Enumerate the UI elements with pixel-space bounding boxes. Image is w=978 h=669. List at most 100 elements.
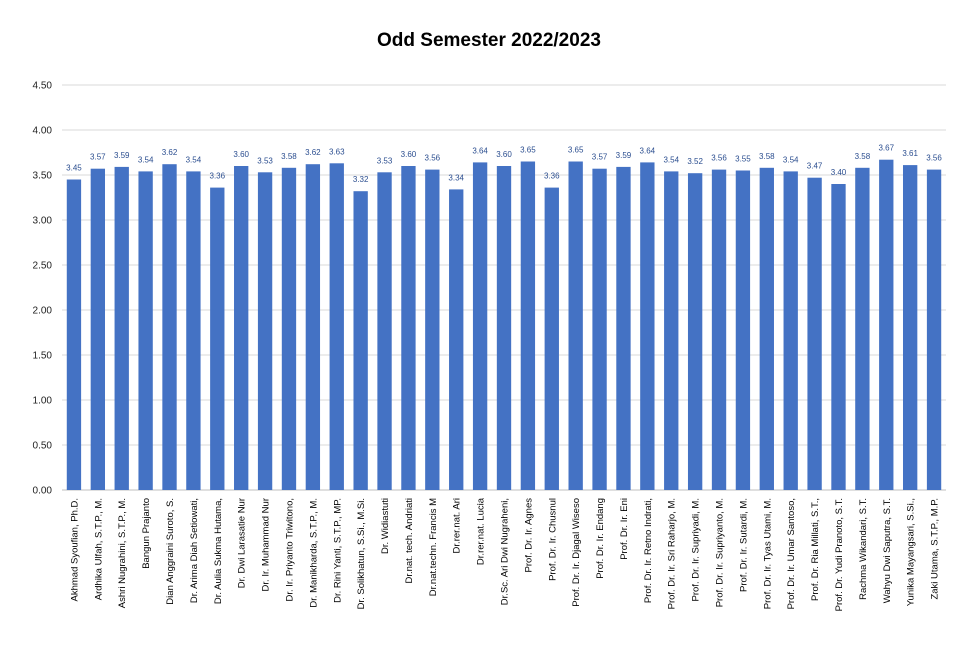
- category-label: Prof. Dr. Ir. Supriyadi, M.: [691, 498, 702, 601]
- data-label: 3.67: [878, 144, 894, 153]
- y-tick-label: 2.50: [33, 261, 53, 272]
- y-tick-label: 1.00: [33, 396, 53, 407]
- bar: [305, 164, 321, 490]
- bar: [353, 191, 368, 490]
- category-label: Prof. Dr. Ria Millati, S.T.,: [810, 498, 821, 601]
- category-label: Prof. Dr. Ir. Djagal Wiseso: [571, 498, 582, 607]
- category-label: Prof. Dr. Yudi Pranoto, S.T.: [834, 498, 845, 611]
- y-tick-label: 0.50: [33, 441, 53, 452]
- bar: [783, 171, 798, 490]
- data-label: 3.60: [496, 150, 512, 159]
- category-label: Dr. Ir. Priyanto Triwitono,: [284, 498, 295, 601]
- y-tick-label: 0.00: [33, 486, 53, 497]
- data-label: 3.65: [520, 146, 536, 155]
- data-label: 3.58: [855, 152, 871, 161]
- y-tick-label: 4.00: [33, 126, 53, 137]
- chart-title: Odd Semester 2022/2023: [377, 30, 601, 51]
- y-tick-label: 2.00: [33, 306, 53, 317]
- bar: [186, 171, 201, 490]
- data-label: 3.58: [281, 152, 297, 161]
- bar: [711, 169, 727, 490]
- category-label: Dr. Aulia Sukma Hutama,: [213, 498, 224, 604]
- bar: [568, 161, 583, 490]
- y-axis-ticks: 0.00 0.50 1.00 1.50 2.00 2.50 3.00 3.50 4.00 4.50: [33, 81, 53, 497]
- category-label: Dr.nat.techn. Francis M: [428, 498, 439, 596]
- bar: [449, 189, 464, 490]
- bar: [114, 166, 129, 490]
- data-label: 3.57: [592, 153, 608, 162]
- bar: [401, 166, 416, 490]
- bar: [329, 163, 344, 491]
- data-label: 3.62: [305, 148, 321, 157]
- bar: [257, 172, 273, 491]
- y-tick-label: 3.50: [33, 171, 53, 182]
- data-label: 3.56: [425, 154, 441, 163]
- bar: [926, 169, 942, 490]
- category-label: Prof. Dr. Ir. Tyas Utami, M.: [762, 498, 773, 609]
- data-label: 3.36: [210, 172, 226, 181]
- data-label: 3.53: [377, 156, 393, 165]
- bar: [425, 169, 440, 490]
- bar: [687, 173, 703, 490]
- x-axis-category-labels: Akhmad Syoufian, Ph.D. Ardhika Ulfah, S.T…: [69, 497, 940, 611]
- category-label: Dr.Sc. Ari Dwi Nugraheni,: [500, 498, 511, 605]
- data-label: 3.54: [138, 155, 154, 164]
- data-label: 3.63: [329, 147, 345, 156]
- y-tick-label: 4.50: [33, 81, 53, 92]
- data-label: 3.45: [66, 164, 82, 173]
- category-label: Prof. Dr. Ir. Agnes: [523, 498, 534, 573]
- bar: [879, 159, 894, 490]
- category-label: Prof. Dr. Ir. Endang: [595, 498, 606, 579]
- y-tick-label: 3.00: [33, 216, 53, 227]
- data-label: 3.36: [544, 172, 560, 181]
- bar: [807, 177, 822, 490]
- category-label: Dr.nat. tech. Andriati: [404, 498, 415, 584]
- category-label: Prof. Dr. Ir. Eni: [619, 498, 630, 560]
- bar: [377, 172, 392, 491]
- bar: [90, 168, 106, 490]
- data-label: 3.61: [902, 149, 918, 158]
- category-label: Dr. Dwi Larasatie Nur: [237, 498, 248, 588]
- bar: [664, 171, 679, 490]
- category-label: Dr. Arima Diah Setiowati,: [189, 498, 200, 603]
- data-label: 3.64: [472, 146, 488, 155]
- category-label: Prof. Dr. Ir. Sutardi, M.: [738, 498, 749, 592]
- category-label: Zaki Utama, S.T.P., M.P.: [930, 498, 941, 600]
- data-label: 3.65: [568, 146, 584, 155]
- data-label: 3.54: [783, 155, 799, 164]
- bar: [162, 164, 177, 490]
- category-label: Prof. Dr. Ir. Sri Raharjo, M.: [667, 498, 678, 609]
- bar: [281, 167, 297, 491]
- category-label: Prof. Dr. Ir. Umar Santoso,: [786, 498, 797, 609]
- category-label: Prof. Dr. Ir. Chusnul: [547, 498, 558, 581]
- bar: [640, 162, 655, 490]
- bar: [759, 167, 774, 491]
- bar: [855, 167, 870, 491]
- category-label: Dr.rer.nat. Lucia: [476, 497, 487, 565]
- category-label: Wahyu Dwi Saputra, S.T.: [882, 498, 893, 603]
- data-label: 3.34: [448, 173, 464, 182]
- bar: [234, 166, 249, 490]
- y-tick-label: 1.50: [33, 351, 53, 362]
- data-label: 3.58: [759, 152, 775, 161]
- category-label: Dr.rer.nat. Ari: [452, 498, 463, 553]
- data-label: 3.52: [687, 157, 703, 166]
- category-label: Yunika Mayangsari, S.Si.,: [906, 498, 917, 606]
- data-label: 3.55: [735, 155, 751, 164]
- category-label: Akhmad Syoufian, Ph.D.: [69, 498, 80, 602]
- data-label: 3.54: [663, 155, 679, 164]
- bar: [472, 162, 488, 490]
- bar: [520, 161, 536, 490]
- category-label: Bangun Prajanto: [141, 498, 152, 569]
- category-label: Dr. Ir. Muhammad Nur: [261, 498, 272, 591]
- category-label: Ardhika Ulfah, S.T.P., M.: [93, 498, 104, 600]
- category-label: Prof. Dr. Ir. Retno Indrati,: [643, 498, 654, 603]
- data-labels: 3.45 3.57 3.59 3.54 3.62 3.54 3.36 3.60 3.53 3.58…: [66, 144, 942, 185]
- bar: [544, 187, 559, 490]
- data-label: 3.57: [90, 153, 106, 162]
- data-label: 3.62: [162, 148, 178, 157]
- bar: [831, 184, 846, 490]
- data-label: 3.64: [640, 146, 656, 155]
- category-label: Dr. Widiastuti: [380, 498, 391, 554]
